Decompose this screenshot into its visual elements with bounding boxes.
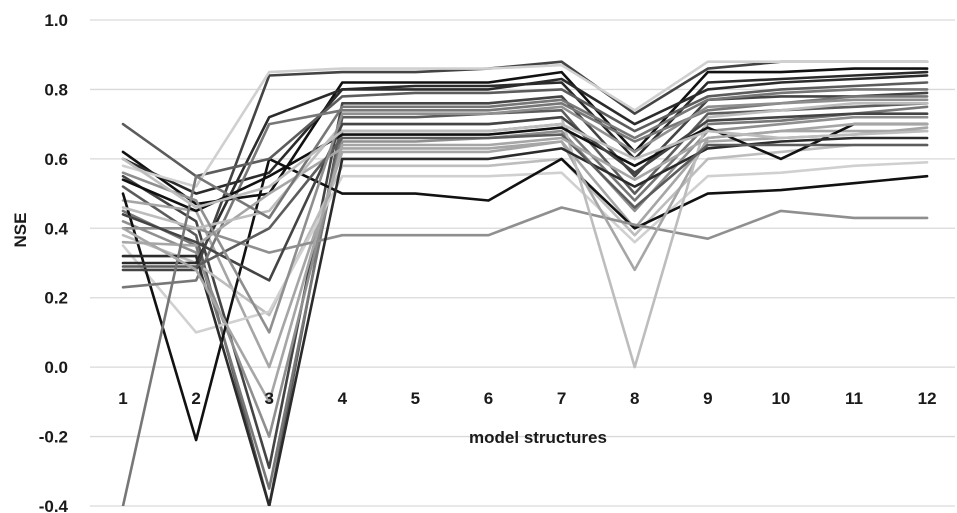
x-tick-label: 10: [771, 389, 790, 408]
y-axis-title: NSE: [11, 213, 30, 248]
series-line: [121, 60, 929, 188]
series-line: [121, 136, 929, 506]
series-line: [121, 206, 929, 254]
x-tick-label: 3: [264, 389, 273, 408]
series-line: [121, 157, 929, 442]
y-tick-label: 0.0: [44, 358, 68, 377]
y-tick-label: 0.6: [44, 150, 68, 169]
series-line: [121, 133, 929, 268]
series-line: [121, 129, 929, 272]
series-line: [121, 143, 929, 317]
x-tick-label: 5: [411, 389, 420, 408]
y-tick-label: 0.8: [44, 80, 68, 99]
y-tick-label: -0.4: [39, 497, 69, 513]
series-line: [121, 115, 929, 438]
series-lines: [121, 60, 929, 506]
series-line: [121, 122, 929, 404]
series-line: [121, 161, 929, 334]
series-line: [121, 112, 929, 282]
series-line: [121, 81, 929, 178]
x-tick-label: 8: [630, 389, 639, 408]
x-tick-label: 4: [338, 389, 348, 408]
x-tick-label: 1: [118, 389, 127, 408]
y-tick-label: 0.4: [44, 219, 68, 238]
series-line: [121, 122, 929, 209]
x-tick-label: 11: [845, 389, 863, 408]
tick-labels: -0.4-0.20.00.20.40.60.81.01 2 3 4 5 6 7 8 9 10 11 1…: [39, 11, 937, 513]
y-tick-label: 1.0: [44, 11, 68, 30]
x-tick-label: 6: [484, 389, 493, 408]
y-tick-label: -0.2: [39, 428, 68, 447]
y-tick-label: 0.2: [44, 289, 68, 308]
x-tick-label: 9: [703, 389, 712, 408]
x-tick-label: 7: [557, 389, 566, 408]
x-tick-label: 12: [918, 389, 937, 408]
series-line: [121, 122, 929, 213]
series-line: [121, 98, 929, 334]
series-line: [121, 91, 929, 470]
x-axis-title: model structures: [469, 428, 607, 447]
x-tick-label: 2: [191, 389, 200, 408]
series-line: [121, 74, 929, 265]
series-line: [121, 67, 929, 206]
series-line: [121, 88, 929, 506]
